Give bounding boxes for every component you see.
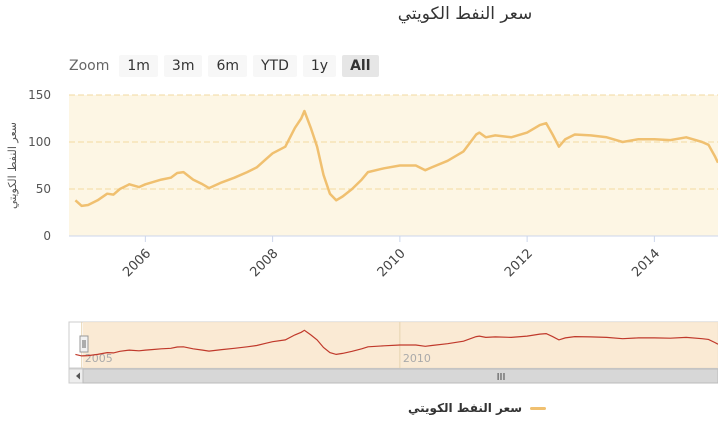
legend[interactable]: سعر النفط الكويتي [408,401,547,415]
y-tick-label: 150 [28,88,51,102]
zoom-bar: Zoom 1m 3m 6m YTD 1y All [69,55,379,77]
zoom-button-all[interactable]: All [342,55,379,77]
series-line [74,109,718,208]
chart-title: سعر النفط الكويتي [397,4,533,24]
scrollbar-thumb [82,368,718,384]
x-tick-label: 2006 [120,246,154,280]
navigator-label: 2005 [85,352,113,365]
legend-swatch [530,406,547,410]
scrollbar-grip: III [497,372,506,383]
x-tick-label: 2014 [629,246,663,280]
plot-band [69,95,718,236]
main-plot: 0 50 100 150 سعر النفط الكويتي 2006 2008 2010 20… [6,88,718,280]
zoom-button-1y[interactable]: 1y [302,55,337,77]
scrollbar-left-arrow [76,372,80,380]
navigator-selection [83,322,718,368]
zoom-button-3m[interactable]: 3m [163,55,203,77]
x-tick-label: 2010 [375,246,409,280]
navigator-frame [68,321,718,369]
navigator-handle [79,335,89,353]
legend-item: سعر النفط الكويتي [408,401,523,415]
y-tick-label: 0 [43,229,51,243]
scrollbar-track [68,368,718,384]
y-axis-label: سعر النفط الكويتي [6,122,19,209]
navigator: 2005 2010 III [68,321,718,384]
y-tick-label: 100 [28,135,51,149]
zoom-button-ytd[interactable]: YTD [253,55,297,77]
x-tick-label: 2008 [247,246,281,280]
zoom-button-6m[interactable]: 6m [208,55,247,77]
y-tick-label: 50 [36,182,51,196]
navigator-line [75,329,718,357]
navigator-label: 2010 [403,352,431,365]
zoom-label: Zoom [69,58,110,74]
zoom-button-1m[interactable]: 1m [119,55,158,77]
x-tick-label: 2012 [502,246,536,280]
